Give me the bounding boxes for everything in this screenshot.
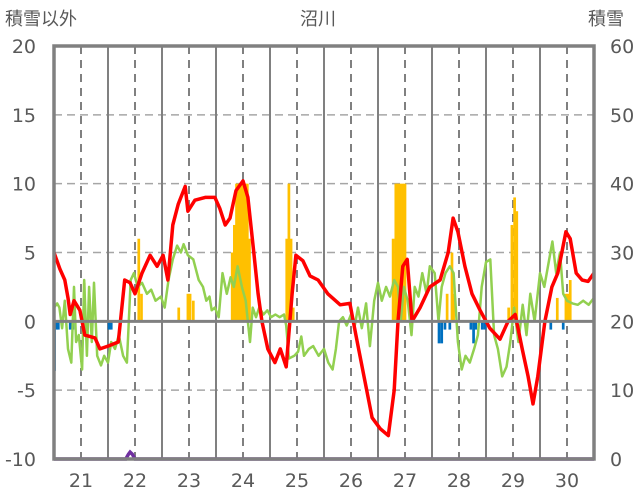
orange-bar [450, 252, 454, 322]
orange-bar [564, 293, 568, 322]
y-left-tick-label: 15 [12, 105, 36, 127]
x-tick-label: 23 [177, 470, 201, 492]
orange-bar [396, 183, 400, 322]
orange-bar [507, 307, 511, 322]
y-right-tick-label: 30 [610, 243, 634, 265]
orange-bar [452, 293, 455, 322]
orange-bar [515, 211, 519, 322]
y-right-tick-label: 50 [610, 105, 634, 127]
blue-bar [440, 321, 444, 344]
orange-bar [248, 238, 251, 322]
right-axis-title: 積雪 [588, 9, 624, 30]
orange-bar [230, 252, 234, 322]
gridlines [54, 46, 594, 459]
orange-bar [239, 183, 243, 322]
orange-bar [287, 183, 291, 322]
left-axis-title: 積雪以外 [5, 9, 77, 30]
y-right-tick-label: 60 [610, 36, 634, 58]
orange-bar [403, 183, 407, 322]
chart-title: 沼川 [300, 9, 336, 30]
axes [52, 44, 596, 461]
orange-bar [445, 293, 449, 322]
y-left-tick-label: -10 [5, 449, 36, 471]
blue-bar [448, 321, 452, 330]
orange-bar [394, 183, 398, 322]
blue-bar [483, 321, 487, 330]
orange-bar [233, 224, 236, 322]
orange-bar [566, 293, 570, 322]
x-tick-label: 27 [393, 470, 417, 492]
green-series-line [53, 240, 595, 378]
orange-bar [513, 197, 516, 322]
orange-bar [241, 183, 245, 322]
y-left-tick-label: 0 [24, 311, 36, 333]
orange-bar [398, 183, 402, 322]
blue-bar [68, 321, 72, 330]
orange-bar [140, 293, 143, 322]
x-tick-label: 29 [501, 470, 525, 492]
orange-bar [243, 183, 247, 322]
orange-bar [568, 280, 572, 322]
x-tick-label: 26 [339, 470, 363, 492]
orange-bar [235, 183, 238, 322]
orange-bar [245, 183, 249, 322]
y-right-tick-label: 40 [610, 174, 634, 196]
orange-bar [401, 183, 405, 322]
x-tick-label: 25 [285, 470, 309, 492]
blue-bar [107, 321, 111, 330]
x-tick-label: 24 [231, 470, 255, 492]
x-tick-label: 28 [447, 470, 471, 492]
y-right-tick-label: 0 [610, 449, 622, 471]
orange-bar [191, 300, 195, 322]
orange-bar [289, 238, 293, 322]
y-right-tick-label: 10 [610, 380, 634, 402]
orange-bar [285, 238, 289, 322]
x-tick-label: 22 [123, 470, 147, 492]
y-left-tick-label: -5 [17, 380, 36, 402]
blue-bar [549, 321, 553, 330]
blue-bar [54, 321, 58, 330]
blue-bar [474, 321, 478, 330]
orange-bar [555, 297, 559, 322]
orange-bar [186, 293, 190, 322]
orange-bar [237, 183, 241, 322]
blue-bar [56, 321, 60, 330]
blue-bar [437, 321, 441, 344]
x-tick-label: 21 [69, 470, 93, 492]
y-left-tick-label: 5 [24, 243, 36, 265]
blue-bar [469, 321, 473, 330]
y-left-tick-label: 20 [12, 36, 36, 58]
y-left-tick-label: 10 [12, 174, 36, 196]
orange-bar [291, 307, 295, 322]
x-tick-label: 30 [555, 470, 579, 492]
blue-bar [480, 321, 484, 330]
blue-bar [109, 321, 113, 330]
orange-bar [510, 224, 514, 322]
blue-bar [443, 321, 447, 330]
orange-bar [188, 293, 192, 322]
y-right-tick-label: 20 [610, 311, 634, 333]
blue-bar [472, 321, 475, 344]
blue-bar [561, 321, 565, 330]
plot-frame [52, 44, 596, 461]
orange-bar [177, 307, 181, 322]
